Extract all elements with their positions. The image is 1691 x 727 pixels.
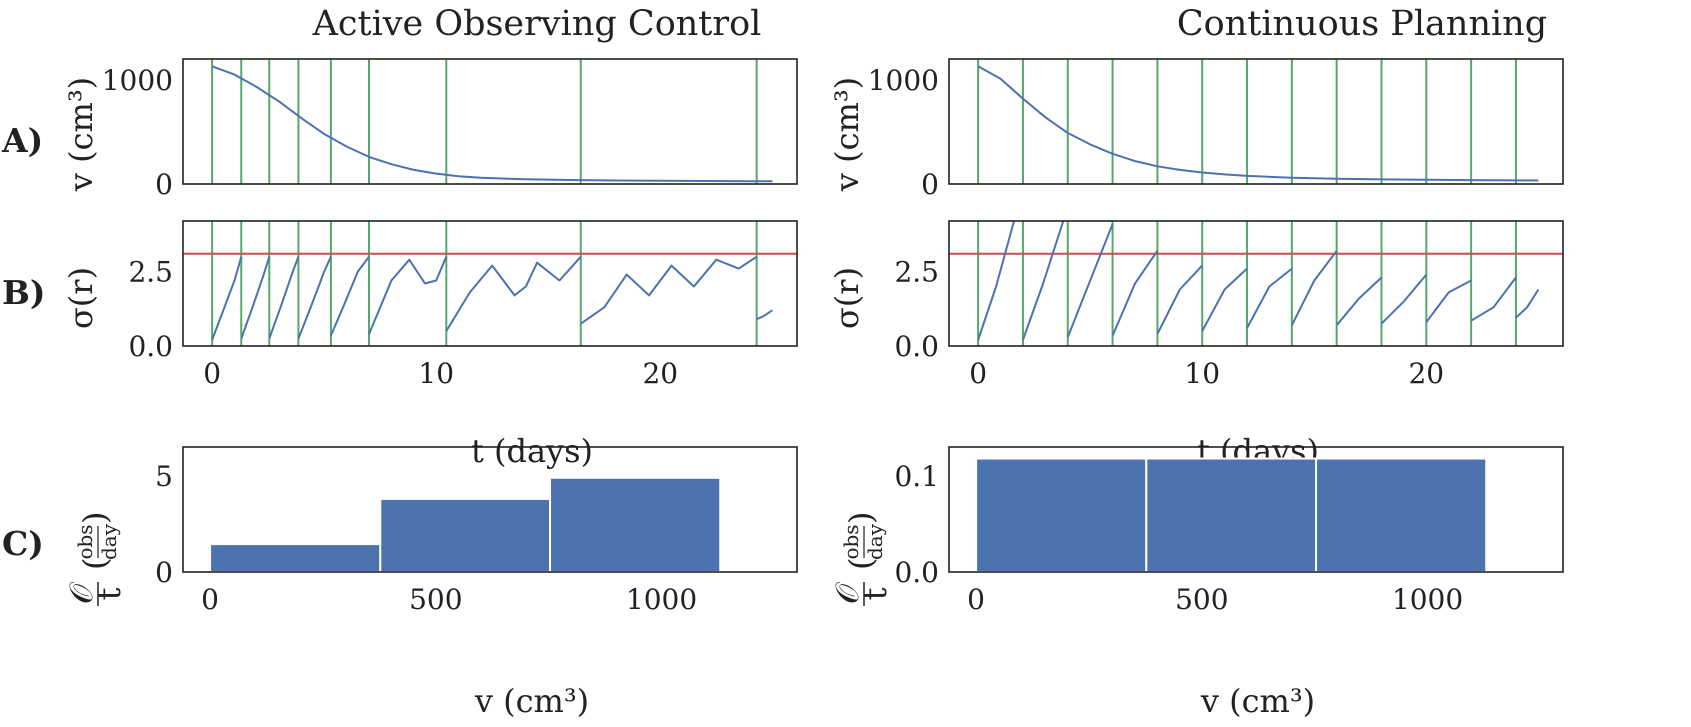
ylabel-c-right-lparen: ( xyxy=(842,558,880,570)
xtick-b-left-0: 0 xyxy=(203,357,221,390)
row-label-a: A) xyxy=(1,121,43,160)
ylabel-c-left-unit-num: obs xyxy=(73,524,97,559)
bar-c-left-1 xyxy=(379,497,552,573)
ylabel-c-right: 𝒪 t ( obs day ) xyxy=(828,512,894,606)
uncertainty-segment-right-0 xyxy=(977,220,1015,341)
axes-frame-c-left xyxy=(182,446,798,573)
axes-frame-b-left xyxy=(182,220,798,347)
bar-c-left-2 xyxy=(549,476,722,573)
uncertainty-segment-right-2 xyxy=(1066,223,1114,338)
xtick-c-left-1: 500 xyxy=(409,583,462,616)
uncertainty-segment-left-6 xyxy=(445,256,582,332)
ylabel-b-left: σ(r) xyxy=(62,267,100,329)
uncertainty-segment-left-8 xyxy=(756,309,773,321)
ylabel-c-right-sym: 𝒪 xyxy=(828,581,866,604)
ylabel-c-left-sym: 𝒪 xyxy=(62,581,100,604)
bar-c-left-0 xyxy=(209,543,382,573)
volume-line-left xyxy=(211,65,773,183)
ytick-c-left-1: 5 xyxy=(155,460,173,493)
uncertainty-segment-right-12 xyxy=(1515,288,1540,319)
xtick-b-right-0: 0 xyxy=(969,357,987,390)
uncertainty-segment-right-9 xyxy=(1380,273,1428,325)
uncertainty-segment-left-0 xyxy=(211,256,243,341)
uncertainty-segment-left-7 xyxy=(580,255,758,325)
xlabel-c-right: v (cm³) xyxy=(1200,682,1315,720)
axes-frame-a-left xyxy=(182,58,798,185)
uncertainty-segment-left-3 xyxy=(297,256,332,339)
xlabel-c-left: v (cm³) xyxy=(474,682,589,720)
ytick-c-left-0: 0 xyxy=(155,556,173,589)
ylabel-c-right-unit-den: day xyxy=(863,523,887,560)
ylabel-a-left: v (cm³) xyxy=(62,77,100,192)
uncertainty-segment-left-2 xyxy=(268,256,300,339)
ytick-a-left-1: 1000 xyxy=(102,64,173,97)
ytick-c-right-0: 0.0 xyxy=(894,556,939,589)
column-title-right: Continuous Planning xyxy=(1177,4,1547,44)
column-title-left: Active Observing Control xyxy=(312,4,762,44)
ylabel-a-right: v (cm³) xyxy=(828,77,866,192)
bar-c-right-2 xyxy=(1315,457,1488,573)
uncertainty-segment-right-8 xyxy=(1335,276,1383,326)
ylabel-b-right: σ(r) xyxy=(828,267,866,329)
uncertainty-segment-right-10 xyxy=(1425,279,1472,323)
uncertainty-segment-left-1 xyxy=(240,256,271,339)
axes-frame-c-right xyxy=(948,446,1564,573)
row-label-b: B) xyxy=(2,273,46,312)
xtick-c-right-0: 0 xyxy=(967,583,985,616)
ytick-a-right-0: 0 xyxy=(921,168,939,201)
xtick-c-right-1: 500 xyxy=(1175,583,1228,616)
axes-frame-a-right xyxy=(948,58,1564,185)
uncertainty-segment-right-1 xyxy=(1021,220,1065,341)
xtick-c-left-0: 0 xyxy=(201,583,219,616)
xlabel-b-left: t (days) xyxy=(471,432,593,470)
plot-layer: 0 1000 0.0 2.5 0 10 20 0 5 0 500 1000 0 1000 0.0 2.5 0 10… xyxy=(102,58,1564,616)
ytick-b-left-1: 2.5 xyxy=(128,256,173,289)
xtick-b-right-2: 20 xyxy=(1408,357,1444,390)
xtick-b-left-1: 10 xyxy=(418,357,454,390)
ylabel-c-left: 𝒪 t ( obs day ) xyxy=(62,512,128,606)
xtick-c-left-2: 1000 xyxy=(626,583,697,616)
bar-c-right-0 xyxy=(975,457,1148,573)
uncertainty-segment-right-4 xyxy=(1156,264,1203,335)
axes-frame-b-right xyxy=(948,220,1564,347)
uncertainty-segment-left-5 xyxy=(368,256,448,335)
ylabel-c-right-unit-num: obs xyxy=(839,524,863,559)
ytick-b-right-0: 0.0 xyxy=(894,330,939,363)
bar-c-right-1 xyxy=(1145,457,1318,573)
ylabel-c-left-den: t xyxy=(90,587,128,600)
ytick-a-right-1: 1000 xyxy=(868,64,939,97)
row-label-c: C) xyxy=(2,524,44,563)
uncertainty-segment-right-7 xyxy=(1291,250,1338,326)
uncertainty-segment-right-11 xyxy=(1470,276,1517,322)
xtick-b-left-2: 20 xyxy=(642,357,678,390)
ytick-c-right-1: 0.1 xyxy=(894,460,939,493)
volume-line-right xyxy=(977,65,1539,182)
ylabel-c-left-rparen: ) xyxy=(76,512,114,524)
uncertainty-segment-right-5 xyxy=(1201,267,1248,332)
ylabel-c-left-lparen: ( xyxy=(76,558,114,570)
ylabel-c-right-den: t xyxy=(856,587,894,600)
ytick-b-left-0: 0.0 xyxy=(128,330,173,363)
xtick-c-right-2: 1000 xyxy=(1392,583,1463,616)
ylabel-c-right-rparen: ) xyxy=(842,512,880,524)
uncertainty-segment-right-6 xyxy=(1246,267,1293,329)
uncertainty-segment-left-4 xyxy=(329,256,370,336)
xtick-b-right-1: 10 xyxy=(1184,357,1220,390)
ylabel-c-left-unit-den: day xyxy=(97,523,121,560)
uncertainty-segment-right-3 xyxy=(1111,250,1159,336)
ytick-b-right-1: 2.5 xyxy=(894,256,939,289)
ytick-a-left-0: 0 xyxy=(155,168,173,201)
